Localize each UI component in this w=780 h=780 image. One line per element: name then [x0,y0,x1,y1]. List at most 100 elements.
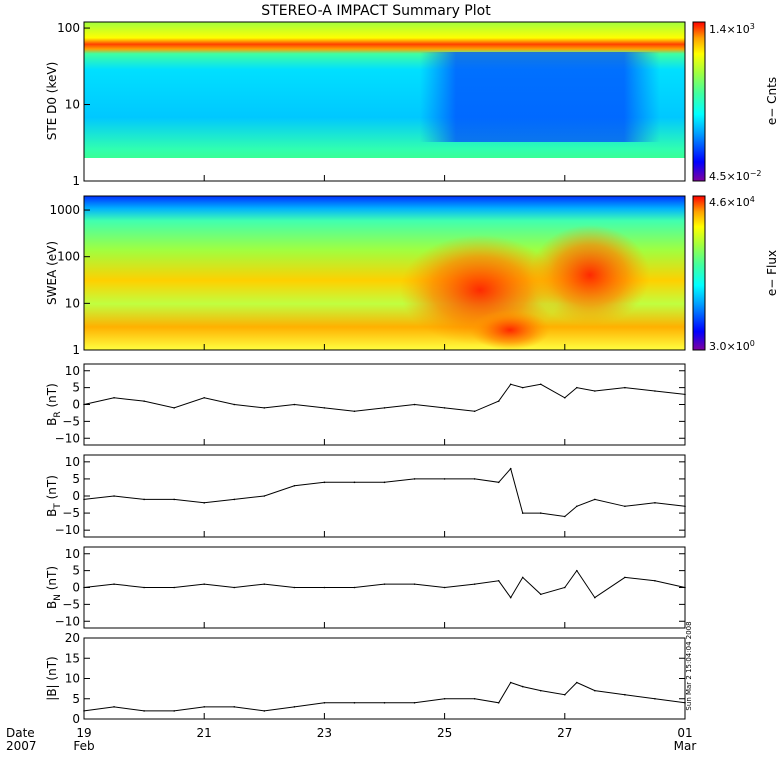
swea-panel: 1 10 100 1000 SWEA (eV) 4.6×104 3.0×100 e− … [45,195,779,357]
br-data-point [143,400,145,402]
bmag-ytick-label: 20 [65,631,80,645]
br-data-point [473,410,476,413]
br-data-point [383,407,386,409]
bn-ytick-label: −5 [62,597,80,611]
bn-ylabel-unit: (nT) [45,566,59,594]
bmag-data-point [509,681,512,684]
br-data-point [323,407,326,409]
swea-enhancement-2 [530,225,650,325]
bmag-ytick-label: 5 [72,692,80,706]
year-label: 2007 [6,739,37,753]
bn-data-point [624,576,626,579]
x-tick-label: 19 [76,726,91,740]
swea-ytick-label: 1000 [49,203,80,217]
bt-data-point [594,498,596,501]
br-frame [83,363,686,446]
ste-colorbar-label: e− Cnts [765,77,779,125]
bt-data-point [293,484,296,487]
bt-data-point [233,498,236,501]
bn-data-point [293,586,296,589]
bt-ylabel: BT (nT) [45,475,63,517]
bmag-data-point [473,697,476,700]
bmag-data-point [203,706,205,708]
bt-data-point [443,478,446,480]
bmag-data-point [539,689,542,692]
bmag-data-point [83,710,85,712]
bmag-data-point [113,706,115,708]
bmag-ytick-label: 0 [72,712,80,726]
bt-data-point [383,481,386,484]
br-data-point [521,386,524,389]
bn-data-point [413,583,416,585]
br-series-line [83,383,686,412]
x-tick-sublabel: Mar [674,739,697,753]
bn-data-point [323,586,326,589]
plot-timestamp: Sun Mar 2 15:04:04 2008 [685,621,693,710]
x-tick-label: 25 [437,726,452,740]
ste-y-axis: 1 10 100 [57,21,90,188]
bn-frame [83,546,686,629]
ste-ylabel: STE D0 (keV) [45,62,59,141]
bmag-data-point [576,681,578,684]
bmag-data-point [263,710,266,712]
bt-data-point [143,498,145,501]
ste-frame [83,21,686,182]
br-data-point [203,396,205,399]
ste-low-energy-cutoff [84,158,685,181]
ste-low-flux-region [420,52,660,142]
bn-data-point [203,583,205,585]
swea-colorbar-label: e− Flux [765,250,779,296]
bn-ylabel-sub: N [53,594,63,601]
br-data-point [443,407,446,409]
bn-ytick-label: −10 [55,614,80,628]
br-data-point [173,407,175,409]
br-data-point [233,403,236,406]
bt-data-point [509,467,512,470]
ste-ytick-label: 1 [72,174,80,188]
bt-data-point [173,498,175,501]
bn-ylabel: BN (nT) [45,566,63,609]
bn-ytick-label: 0 [72,581,80,595]
bmag-data-point [497,702,500,704]
bn-data-point [654,579,656,582]
x-tick-label: 21 [197,726,212,740]
bt-data-point [539,512,542,514]
bmag-data-point [594,689,596,692]
x-tick-label: 27 [557,726,572,740]
br-ytick-label: −5 [62,414,80,428]
bmag-frame [83,637,686,720]
br-data-point [576,386,578,389]
bn-data-point [263,583,266,585]
ste-colorbar-bottom: 4.5×10−2 [709,169,762,183]
bt-data-point [521,512,524,514]
bmag-series-line [83,681,686,712]
br-data-point [654,390,656,392]
bmag-data-point [521,685,524,688]
br-panel: 10 5 0 −5 −10 BR (nT) [45,363,686,446]
bt-data-point [497,481,500,484]
bmag-data-point [233,706,236,708]
bn-data-point [576,569,578,572]
bt-frame [83,454,686,538]
swea-frame [83,195,686,351]
bn-data-point [353,586,356,589]
bmag-data-point [383,702,386,704]
bn-series-line [83,569,686,599]
br-data-point [353,410,356,413]
br-ylabel: BR (nT) [45,383,63,426]
bt-ylabel-unit: (nT) [45,475,59,503]
bt-ytick-label: −10 [55,523,80,537]
br-ytick-label: 10 [65,364,80,378]
ste-ytick-label: 100 [57,21,80,35]
bn-data-point [233,586,236,589]
bn-data-point [173,586,175,589]
bn-data-point [143,586,145,589]
swea-ytick-label: 100 [57,250,80,264]
bt-series-line [83,467,686,518]
br-data-point [684,393,686,396]
x-tick-label: 01 [677,726,692,740]
br-data-point [564,396,566,399]
br-data-point [594,390,596,392]
